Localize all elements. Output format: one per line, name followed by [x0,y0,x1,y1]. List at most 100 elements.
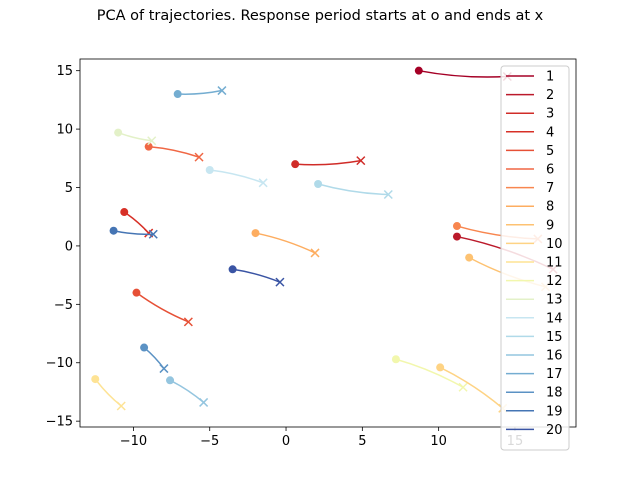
legend-label: 15 [546,330,563,345]
y-tick-label: 5 [65,181,73,196]
series-8 [251,229,320,258]
y-tick-label: −10 [46,356,73,371]
start-marker-14 [205,165,214,174]
start-marker-2 [452,232,461,241]
trajectory-line-15 [317,183,389,196]
legend-item-5: 5 [506,144,554,159]
legend-label: 5 [546,144,554,159]
legend-label: 13 [546,293,563,308]
series-19 [109,226,158,239]
start-marker-3 [291,160,300,169]
y-tick-label: 10 [56,123,73,138]
legend-label: 12 [546,274,563,289]
series-16 [166,376,209,407]
start-marker-13 [114,128,123,137]
x-tick-label: 10 [430,434,447,449]
start-marker-1 [414,66,423,75]
legend-label: 14 [546,311,563,326]
legend-label: 16 [546,349,563,364]
legend-item-14: 14 [506,311,563,326]
legend-label: 7 [546,181,554,196]
legend-item-6: 6 [506,163,554,178]
legend-label: 4 [546,125,554,140]
start-marker-6 [144,142,153,151]
start-marker-9 [465,253,474,262]
plot-frame [79,58,577,428]
legend-label: 11 [546,256,563,271]
legend-item-20: 20 [506,423,563,438]
x-tick-label: 0 [282,434,290,449]
end-marker-8 [310,248,320,258]
legend-item-17: 17 [506,367,563,382]
legend-label: 17 [546,367,563,382]
legend-label: 2 [546,88,554,103]
x-tick-label: −10 [120,434,147,449]
y-tick-label: −15 [46,415,73,430]
end-marker-6 [194,152,204,162]
trajectory-line-3 [295,159,361,166]
end-marker-14 [258,178,268,188]
trajectory-line-17 [177,89,223,95]
series-17 [173,86,227,99]
legend-item-2: 2 [506,88,554,103]
x-tick-label: 5 [358,434,366,449]
end-marker-5 [183,317,193,327]
start-marker-11 [91,375,100,384]
start-marker-7 [452,222,461,231]
legend-item-4: 4 [506,125,554,140]
legend-item-8: 8 [506,200,554,215]
end-marker-19 [148,229,158,239]
start-marker-12 [391,355,400,364]
trajectory-line-14 [209,169,264,184]
series-12 [391,355,468,392]
trajectory-line-5 [136,292,189,323]
trajectory-line-20 [232,268,281,283]
legend-item-10: 10 [506,237,563,252]
series-14 [205,165,268,188]
start-marker-8 [251,229,260,238]
y-tick-label: −5 [54,298,73,313]
legend-label: 9 [546,218,554,233]
legend-label: 6 [546,163,554,178]
trajectory-line-12 [395,358,464,388]
legend-item-13: 13 [506,293,563,308]
legend-label: 18 [546,386,563,401]
trajectory-line-16 [169,379,205,404]
end-marker-16 [199,397,209,407]
legend-item-7: 7 [506,181,554,196]
trajectory-line-1 [418,69,508,78]
x-tick-label: −5 [200,434,219,449]
series-1 [414,66,512,82]
legend-label: 10 [546,237,563,252]
legend-label: 19 [546,404,563,419]
legend-item-12: 12 [506,274,563,289]
trajectory-line-8 [255,232,316,254]
legend-item-1: 1 [506,70,554,85]
series-layer [91,66,558,413]
end-marker-11 [116,401,126,411]
trajectory-line-10 [439,366,504,409]
chart-title: PCA of trajectories. Response period sta… [96,8,544,24]
legend-item-15: 15 [506,330,563,345]
series-6 [144,142,204,162]
end-marker-20 [275,277,285,287]
series-13 [114,128,157,146]
series-15 [314,180,393,200]
trajectory-line-6 [148,145,200,158]
start-marker-20 [228,265,237,274]
end-marker-12 [458,382,468,392]
legend-item-9: 9 [506,218,554,233]
start-marker-10 [436,363,445,372]
start-marker-16 [166,376,175,385]
legend-item-3: 3 [506,107,554,122]
start-marker-5 [132,288,141,297]
legend-box [500,65,570,451]
start-marker-17 [173,90,182,99]
start-marker-15 [314,180,323,189]
legend-item-18: 18 [506,386,563,401]
legend-label: 1 [546,70,554,85]
start-marker-19 [109,226,118,235]
end-marker-13 [147,136,157,146]
